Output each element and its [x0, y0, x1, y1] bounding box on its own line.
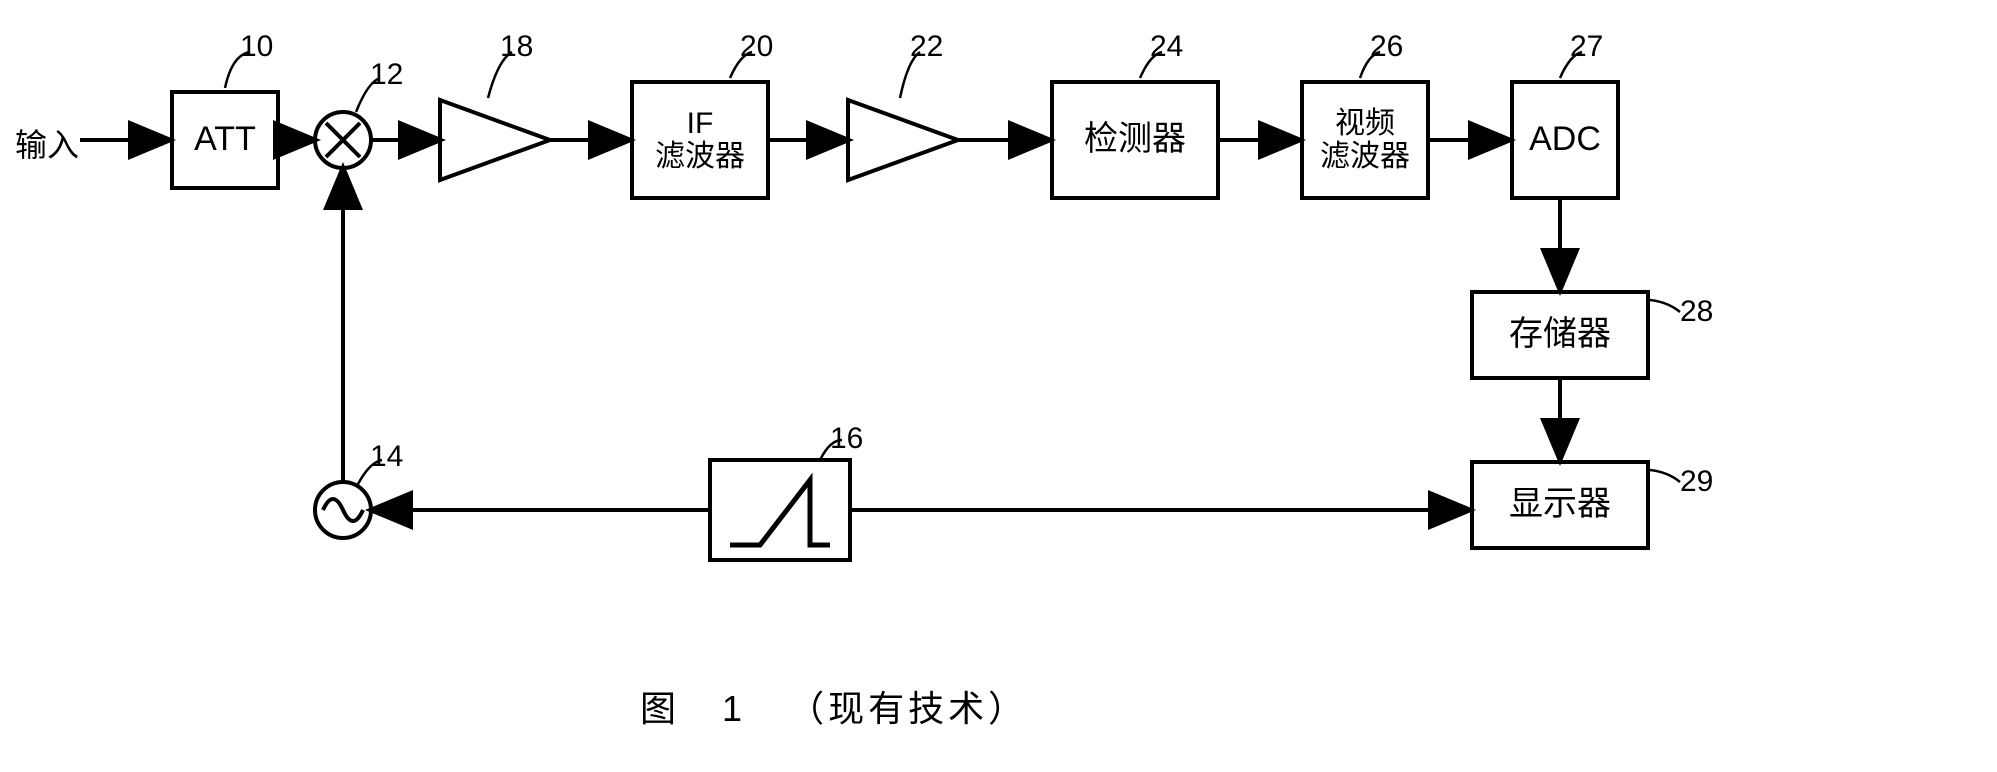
ref-20: 20	[740, 30, 773, 64]
ref-12: 12	[370, 58, 403, 92]
diagram-svg	[0, 0, 1997, 772]
ramp-symbol	[710, 460, 850, 560]
caption-number: 1	[722, 688, 746, 729]
ref-18: 18	[500, 30, 533, 64]
caption-note: （现有技术）	[788, 688, 1028, 729]
ref-24: 24	[1150, 30, 1183, 64]
block-diagram: 输入 ATT IF 滤波器 检测器 视频 滤波器 ADC 存储器 显示器	[0, 0, 1997, 772]
ref-14: 14	[370, 440, 403, 474]
caption-figure: 图	[640, 688, 680, 729]
ref-16: 16	[830, 422, 863, 456]
amp2-symbol	[848, 100, 958, 180]
oscillator-symbol	[315, 482, 371, 538]
amp1-symbol	[440, 100, 550, 180]
ref-27: 27	[1570, 30, 1603, 64]
ref-28: 28	[1680, 295, 1713, 329]
ref-29: 29	[1680, 465, 1713, 499]
arrows	[80, 140, 1560, 510]
ref-26: 26	[1370, 30, 1403, 64]
figure-caption: 图 1 （现有技术）	[640, 680, 1028, 732]
ref-10: 10	[240, 30, 273, 64]
ref-22: 22	[910, 30, 943, 64]
mixer-symbol	[315, 112, 371, 168]
